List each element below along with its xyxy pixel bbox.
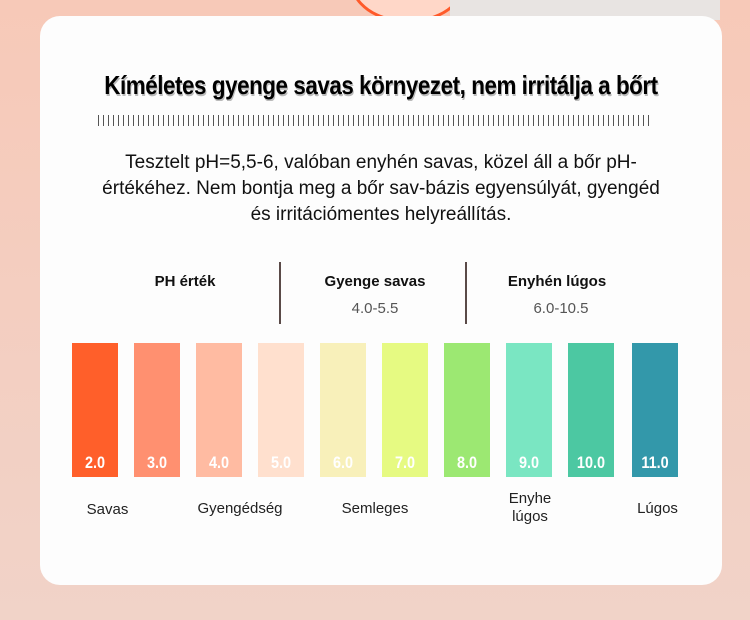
ph-bar: 11.0 (632, 343, 678, 477)
label-mild-alkaline: Enyhe lúgos (508, 490, 552, 525)
ph-bar: 2.0 (72, 343, 118, 477)
ph-bar-value: 11.0 (641, 453, 669, 472)
label-neutral: Semleges (341, 500, 409, 517)
label-acidic: Savas (86, 501, 129, 518)
ph-bar-value: 8.0 (456, 453, 478, 472)
decorative-background (450, 0, 720, 20)
ph-bar-value: 2.0 (84, 453, 106, 472)
ph-bar-value: 3.0 (146, 453, 168, 472)
ph-bar: 8.0 (444, 343, 490, 477)
ph-bar-value: 10.0 (576, 453, 606, 472)
info-card: Kíméletes gyenge savas környezet, nem ir… (40, 16, 722, 585)
ph-bar: 6.0 (320, 343, 366, 477)
ph-bar: 10.0 (568, 343, 614, 477)
divider (465, 262, 467, 324)
ph-bar-value: 4.0 (208, 453, 230, 472)
ph-bar: 4.0 (196, 343, 242, 477)
label-alkaline: Lúgos (637, 500, 678, 517)
range-weak-acid: 4.0-5.5 (351, 300, 399, 317)
header-weak-acid: Gyenge savas (324, 273, 426, 290)
ph-bar-value: 7.0 (394, 453, 416, 472)
headline: Kíméletes gyenge savas környezet, nem ir… (104, 70, 658, 100)
header-mild-alkaline: Enyhén lúgos (507, 273, 607, 290)
ph-bar: 5.0 (258, 343, 304, 477)
ph-bar-value: 6.0 (332, 453, 354, 472)
description: Tesztelt pH=5,5-6, valóban enyhén savas,… (102, 152, 660, 225)
ph-bar: 7.0 (382, 343, 428, 477)
divider (279, 262, 281, 324)
range-mild-alkaline: 6.0-10.5 (533, 300, 589, 317)
ph-bar-value: 5.0 (270, 453, 292, 472)
ruler-decoration (98, 110, 652, 126)
ph-bar-value: 9.0 (518, 453, 540, 472)
ph-bar: 3.0 (134, 343, 180, 477)
ph-bar: 9.0 (506, 343, 552, 477)
header-ph-value: PH érték (154, 273, 216, 290)
label-gentle: Gyengédség (197, 500, 283, 517)
